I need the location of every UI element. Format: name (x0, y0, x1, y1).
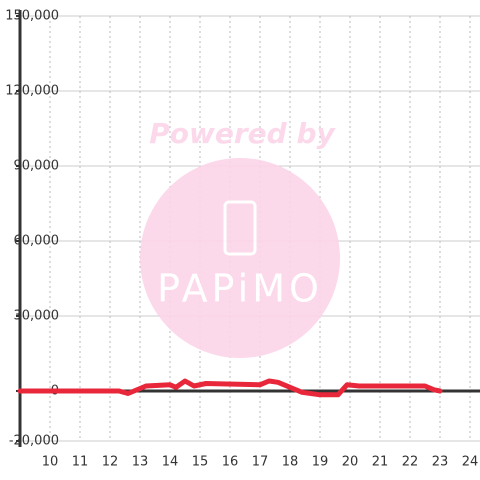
y-tick-label: 150,000 (5, 9, 59, 24)
y-tick-label: 30,000 (14, 309, 60, 324)
x-tick-label: 17 (252, 455, 269, 470)
watermark: Powered by PAPiMO (140, 117, 340, 358)
x-tick-label: 13 (132, 455, 149, 470)
x-tick-label: 21 (372, 455, 389, 470)
x-tick-label: 10 (42, 455, 59, 470)
x-tick-label: 15 (192, 455, 209, 470)
x-tick-label: 19 (312, 455, 329, 470)
y-tick-label: -20,000 (9, 434, 59, 449)
y-tick-label: 90,000 (14, 159, 60, 174)
x-tick-label: 22 (402, 455, 419, 470)
x-tick-label: 14 (162, 455, 179, 470)
watermark-text: Powered by (149, 117, 336, 150)
x-tick-label: 11 (72, 455, 89, 470)
y-tick-label: 120,000 (5, 84, 59, 99)
x-tick-label: 24 (462, 455, 479, 470)
x-tick-label: 20 (342, 455, 359, 470)
watermark-icon (223, 200, 257, 256)
line (17, 378, 443, 398)
watermark-logo: PAPiMO (157, 267, 323, 311)
y-tick-label: 60,000 (14, 234, 60, 249)
x-tick-label: 23 (432, 455, 449, 470)
x-tick-label: 18 (282, 455, 299, 470)
x-tick-label: 12 (102, 455, 119, 470)
watermark-circle (140, 158, 340, 358)
x-tick-label: 16 (222, 455, 239, 470)
